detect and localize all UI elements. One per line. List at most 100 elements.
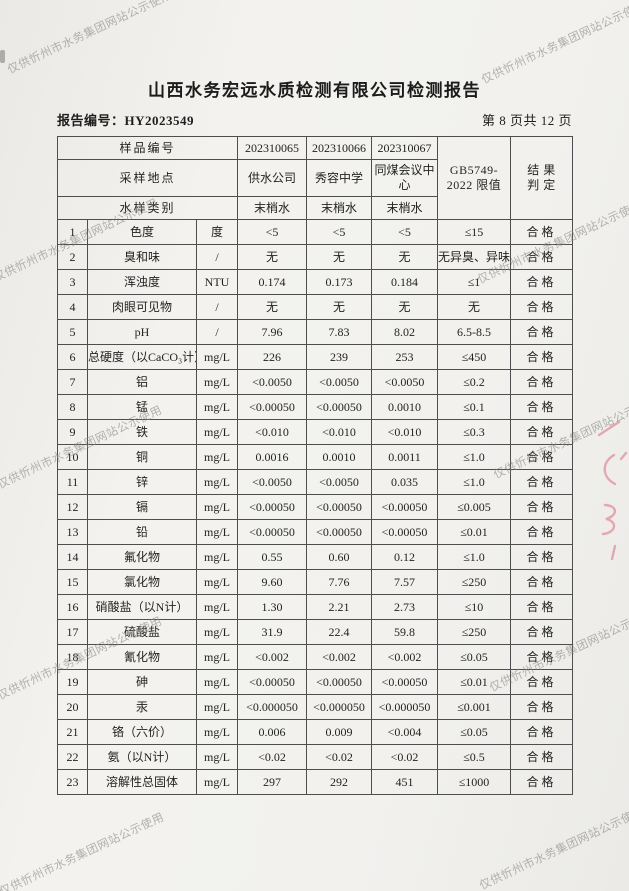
cell-unit: / xyxy=(195,319,239,345)
cell-result: 合格 xyxy=(510,569,574,595)
cell-result: 合格 xyxy=(510,419,574,445)
cell-limit: ≤0.5 xyxy=(437,744,512,770)
cell-val: 2.73 xyxy=(371,594,439,620)
cell-result: 合格 xyxy=(510,269,574,295)
cell-unit: mg/L xyxy=(195,444,239,470)
cell-no: 21 xyxy=(57,719,88,745)
cell-param: 铁 xyxy=(87,419,197,445)
cell-val: <0.000050 xyxy=(306,694,373,720)
table-header: 样品编号 202310065 202310066 202310067 GB574… xyxy=(56,136,574,220)
cell-val: 7.57 xyxy=(371,569,439,595)
cell-val: 无 xyxy=(237,294,308,320)
cell-param: 铬（六价） xyxy=(87,719,197,745)
cell-val: 无 xyxy=(306,294,373,320)
cell-limit: ≤0.005 xyxy=(437,494,512,520)
cell-val: 22.4 xyxy=(306,619,373,645)
cell-val: <0.00050 xyxy=(306,519,373,545)
cell-val: <0.0050 xyxy=(237,469,308,495)
cell-result: 合格 xyxy=(510,769,574,795)
cell-val: 7.96 xyxy=(237,319,308,345)
watermark-text: 仅供忻州市水务集团网站公示使用 xyxy=(0,809,167,891)
table-row: 6 总硬度（以CaCO₃计） mg/L 226 239 253 ≤450 合格 xyxy=(57,344,574,370)
cell-val: <0.02 xyxy=(371,744,439,770)
cell-result: 合格 xyxy=(510,544,574,570)
cell-param: 氰化物 xyxy=(87,644,197,670)
location-3: 同煤会议中心 xyxy=(371,159,439,197)
cell-limit: ≤10 xyxy=(437,594,512,620)
result-header-line1: 结 果 xyxy=(527,163,556,177)
table-row: 21 铬（六价） mg/L 0.006 0.009 <0.004 ≤0.05 合格 xyxy=(57,719,574,745)
table-row: 10 铜 mg/L 0.0016 0.0010 0.0011 ≤1.0 合格 xyxy=(57,444,574,470)
header-row-sample-id: 样品编号 202310065 202310066 202310067 GB574… xyxy=(56,136,574,220)
cell-result: 合格 xyxy=(510,644,574,670)
cell-unit: NTU xyxy=(195,269,239,295)
table-row: 18 氰化物 mg/L <0.002 <0.002 <0.002 ≤0.05 合格 xyxy=(57,644,574,670)
cell-unit: / xyxy=(195,244,239,270)
watermark-text: 仅供忻州市水务集团网站公示使用 xyxy=(477,803,629,891)
cell-val: 239 xyxy=(306,344,373,370)
cell-val: <0.00050 xyxy=(306,394,373,420)
cell-unit: mg/L xyxy=(195,469,239,495)
table-row: 19 砷 mg/L <0.00050 <0.00050 <0.00050 ≤0.01 合格 xyxy=(57,669,574,695)
cell-limit: ≤0.05 xyxy=(437,644,512,670)
cell-limit: ≤250 xyxy=(437,619,512,645)
cell-no: 11 xyxy=(57,469,88,495)
cell-limit: ≤0.1 xyxy=(437,394,512,420)
table-row: 15 氯化物 mg/L 9.60 7.76 7.57 ≤250 合格 xyxy=(57,569,574,595)
header-row-sample-type: 水样类别 末梢水 末梢水 末梢水 xyxy=(56,196,573,220)
cell-limit: 无异臭、异味 xyxy=(437,244,512,270)
sample-type-2: 末梢水 xyxy=(306,196,373,220)
cell-no: 1 xyxy=(57,219,88,245)
cell-limit: ≤0.3 xyxy=(437,419,512,445)
cell-val: 292 xyxy=(306,769,373,795)
table-row: 16 硝酸盐（以N计） mg/L 1.30 2.21 2.73 ≤10 合格 xyxy=(57,594,574,620)
report-number: 报告编号：HY2023549 xyxy=(57,113,195,128)
cell-val: 0.006 xyxy=(237,719,308,745)
cell-result: 合格 xyxy=(510,394,574,420)
cell-param: 氯化物 xyxy=(87,569,197,595)
cell-val: 0.0011 xyxy=(371,444,439,470)
cell-no: 15 xyxy=(57,569,88,595)
cell-limit: ≤1000 xyxy=(437,769,512,795)
cell-val: <0.00050 xyxy=(306,494,373,520)
sample-type-1: 末梢水 xyxy=(237,196,308,220)
scan-artifact xyxy=(0,50,5,63)
cell-limit: ≤0.05 xyxy=(437,719,512,745)
cell-limit: ≤0.01 xyxy=(437,519,512,545)
results-tbody: 1 色度度 <5 <5 <5 ≤15 合格 2 臭和味 / 无无无无异臭、异味 合格 3 浑浊度 NTU 0.… xyxy=(57,219,574,795)
table-row: 1 色度度 <5 <5 <5 ≤15 合格 xyxy=(57,219,574,245)
cell-no: 10 xyxy=(57,444,88,470)
cell-unit: mg/L xyxy=(195,544,239,570)
sample-id-2: 202310066 xyxy=(306,136,373,160)
cell-no: 12 xyxy=(57,494,88,520)
sample-id-label: 样品编号 xyxy=(56,136,239,160)
cell-val: <0.02 xyxy=(306,744,373,770)
cell-limit: ≤1.0 xyxy=(437,469,512,495)
cell-no: 7 xyxy=(57,369,88,395)
cell-val: 0.0010 xyxy=(306,444,373,470)
limit-header-line1: GB5749- xyxy=(449,163,499,177)
cell-val: <0.00050 xyxy=(237,394,308,420)
cell-val: 7.76 xyxy=(306,569,373,595)
table-row: 17 硫酸盐 mg/L 31.9 22.4 59.8 ≤250 合格 xyxy=(57,619,574,645)
cell-no: 19 xyxy=(57,669,88,695)
cell-val: <0.02 xyxy=(237,744,308,770)
cell-no: 5 xyxy=(57,319,88,345)
table-row: 8 锰 mg/L <0.00050 <0.00050 0.0010 ≤0.1 合格 xyxy=(57,394,574,420)
cell-unit: 度 xyxy=(195,219,239,245)
cell-val: 0.12 xyxy=(371,544,439,570)
cell-val: 253 xyxy=(371,344,439,370)
cell-result: 合格 xyxy=(510,594,574,620)
table-row: 2 臭和味 / 无无无无异臭、异味 合格 xyxy=(57,244,574,270)
cell-unit: mg/L xyxy=(195,494,239,520)
cell-param: 肉眼可见物 xyxy=(87,294,197,320)
location-2: 秀容中学 xyxy=(306,159,373,197)
cell-val: 无 xyxy=(371,294,439,320)
cell-no: 20 xyxy=(57,694,88,720)
cell-no: 9 xyxy=(57,419,88,445)
cell-result: 合格 xyxy=(510,744,574,770)
cell-limit: ≤250 xyxy=(437,569,512,595)
cell-val: 226 xyxy=(237,344,308,370)
table-row: 5 pH/7.96 7.83 8.02 6.5-8.5 合格 xyxy=(57,319,574,345)
